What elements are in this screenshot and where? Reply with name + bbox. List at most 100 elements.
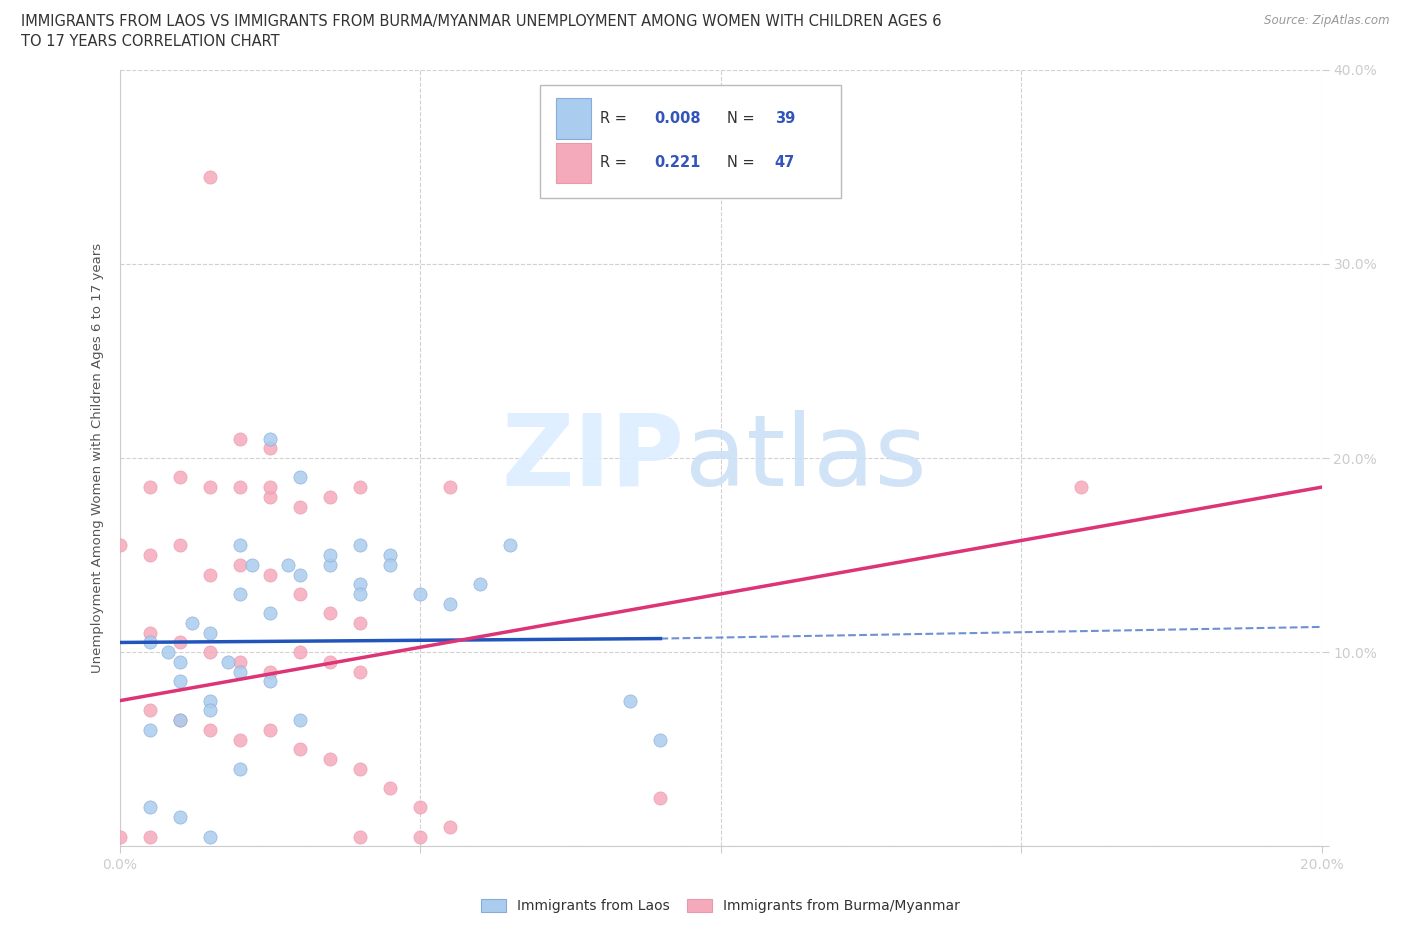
Point <box>259 674 281 689</box>
Legend: Immigrants from Laos, Immigrants from Burma/Myanmar: Immigrants from Laos, Immigrants from Bu… <box>481 898 960 913</box>
Point <box>169 655 191 670</box>
Point <box>409 587 432 602</box>
Point <box>349 664 371 679</box>
Point <box>1070 480 1092 495</box>
Point <box>288 587 311 602</box>
Text: N =: N = <box>727 112 759 126</box>
Text: Source: ZipAtlas.com: Source: ZipAtlas.com <box>1264 14 1389 27</box>
Point <box>169 470 191 485</box>
Point <box>138 625 160 640</box>
Point <box>319 751 342 766</box>
Point <box>349 538 371 552</box>
Point <box>108 830 131 844</box>
Point <box>228 664 252 679</box>
Point <box>198 830 221 844</box>
Point <box>349 587 371 602</box>
Text: atlas: atlas <box>685 409 927 507</box>
Point <box>169 538 191 552</box>
Text: 0.221: 0.221 <box>654 155 700 170</box>
Point <box>409 830 432 844</box>
Point <box>259 441 281 456</box>
Point <box>138 548 160 563</box>
Point <box>439 819 461 834</box>
Point <box>288 567 311 582</box>
Point <box>259 480 281 495</box>
Point <box>378 780 401 795</box>
Point <box>138 703 160 718</box>
Point <box>138 830 160 844</box>
Text: 47: 47 <box>775 155 794 170</box>
Point <box>650 790 672 805</box>
Point <box>217 655 239 670</box>
Point <box>349 830 371 844</box>
Point <box>619 693 641 708</box>
Point <box>349 577 371 591</box>
Point <box>240 557 263 572</box>
Point <box>288 644 311 659</box>
Point <box>319 548 342 563</box>
Point <box>288 470 311 485</box>
Point <box>198 723 221 737</box>
Point <box>349 616 371 631</box>
Point <box>650 732 672 747</box>
Point <box>138 480 160 495</box>
Y-axis label: Unemployment Among Women with Children Ages 6 to 17 years: Unemployment Among Women with Children A… <box>90 243 104 673</box>
Point <box>259 664 281 679</box>
Point <box>439 480 461 495</box>
Point <box>228 480 252 495</box>
Point <box>288 742 311 757</box>
Point <box>198 567 221 582</box>
Text: IMMIGRANTS FROM LAOS VS IMMIGRANTS FROM BURMA/MYANMAR UNEMPLOYMENT AMONG WOMEN W: IMMIGRANTS FROM LAOS VS IMMIGRANTS FROM … <box>21 14 942 29</box>
Point <box>169 635 191 650</box>
Point <box>228 587 252 602</box>
Point <box>259 567 281 582</box>
Text: R =: R = <box>600 155 637 170</box>
Point <box>156 644 179 659</box>
Point <box>288 712 311 727</box>
Point <box>228 761 252 776</box>
Point <box>319 557 342 572</box>
Point <box>198 693 221 708</box>
Point <box>259 432 281 446</box>
Point <box>198 169 221 184</box>
Point <box>259 606 281 621</box>
Point <box>180 616 202 631</box>
Point <box>409 800 432 815</box>
Point <box>349 761 371 776</box>
Point <box>228 538 252 552</box>
Point <box>169 674 191 689</box>
Text: R =: R = <box>600 112 631 126</box>
Point <box>288 499 311 514</box>
Point <box>228 732 252 747</box>
Point <box>319 606 342 621</box>
Point <box>138 723 160 737</box>
Point <box>378 557 401 572</box>
Point <box>378 548 401 563</box>
Point <box>319 655 342 670</box>
Point <box>169 712 191 727</box>
Point <box>499 538 522 552</box>
Point <box>439 596 461 611</box>
Text: N =: N = <box>727 155 759 170</box>
Point <box>138 635 160 650</box>
Point <box>169 712 191 727</box>
Text: ZIP: ZIP <box>502 409 685 507</box>
Point <box>259 489 281 504</box>
Point <box>198 480 221 495</box>
Point <box>349 480 371 495</box>
Text: TO 17 YEARS CORRELATION CHART: TO 17 YEARS CORRELATION CHART <box>21 34 280 49</box>
Text: 39: 39 <box>775 112 794 126</box>
Point <box>169 810 191 825</box>
Point <box>259 723 281 737</box>
Point <box>319 489 342 504</box>
Point <box>198 644 221 659</box>
Text: 0.008: 0.008 <box>654 112 702 126</box>
Point <box>468 577 492 591</box>
FancyBboxPatch shape <box>555 142 591 183</box>
Point <box>277 557 299 572</box>
Point <box>108 538 131 552</box>
FancyBboxPatch shape <box>555 99 591 139</box>
Point <box>228 655 252 670</box>
Point <box>198 625 221 640</box>
Point <box>198 703 221 718</box>
